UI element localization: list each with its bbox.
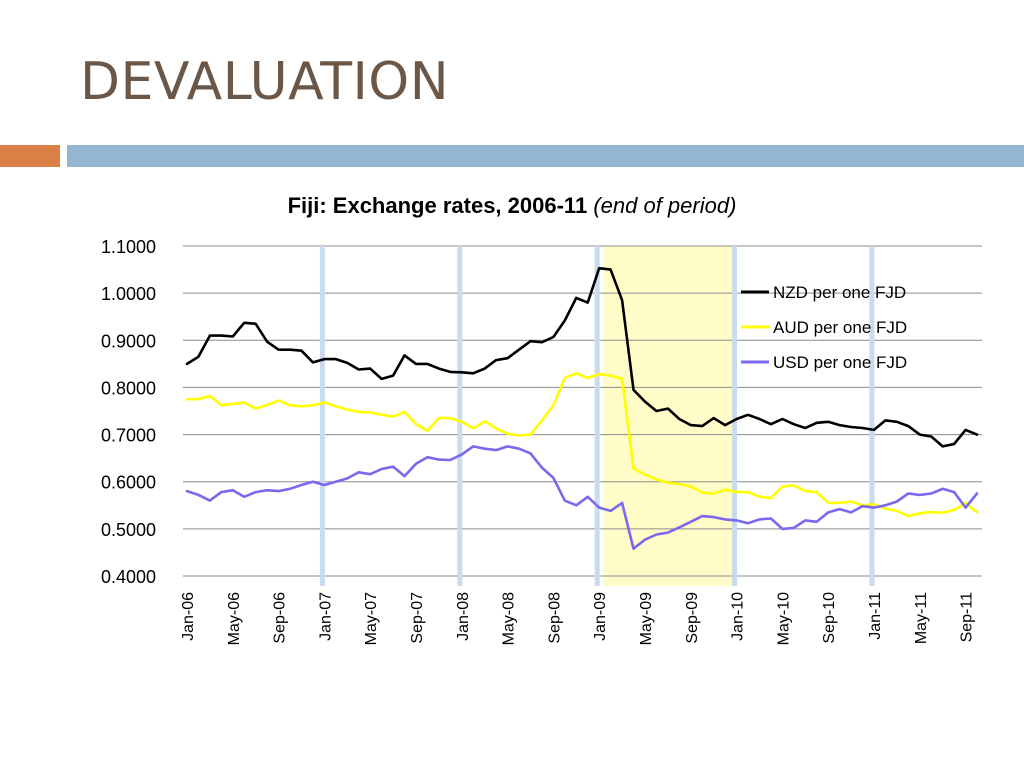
- x-tick-label: May-06: [226, 592, 243, 645]
- series-line-aud: [185, 371, 979, 518]
- series-line-nzd: [185, 266, 979, 448]
- legend-label: NZD per one FJD: [773, 283, 906, 302]
- y-tick-label: 1.0000: [101, 284, 156, 304]
- x-tick-label: May-11: [913, 592, 930, 644]
- legend-label: USD per one FJD: [773, 353, 907, 372]
- y-tick-label: 0.9000: [101, 331, 156, 351]
- x-tick-label: Sep-08: [546, 592, 563, 644]
- x-tick-label: Sep-07: [409, 592, 426, 644]
- x-tick-label: Jan-06: [180, 592, 197, 641]
- reference-line: [732, 246, 738, 586]
- x-tick-label: May-08: [501, 592, 518, 645]
- x-tick-label: Sep-11: [959, 592, 976, 643]
- chart-title-subtitle: (end of period): [593, 193, 737, 218]
- reference-line: [457, 246, 463, 586]
- x-tick-label: May-07: [363, 592, 380, 645]
- legend-label: AUD per one FJD: [773, 318, 907, 337]
- x-tick-label: May-09: [638, 592, 655, 645]
- accent-bar-orange: [0, 145, 60, 167]
- x-tick-label: Jan-07: [317, 592, 334, 641]
- y-tick-label: 0.7000: [101, 426, 156, 446]
- highlight-band: [603, 246, 737, 586]
- series-line-usd: [185, 445, 979, 551]
- x-tick-label: Sep-06: [272, 592, 289, 644]
- y-tick-label: 1.1000: [101, 237, 156, 257]
- x-tick-label: Jan-09: [592, 592, 609, 641]
- x-tick-label: Jan-08: [455, 592, 472, 641]
- reference-line: [869, 246, 875, 586]
- x-tick-label: May-10: [775, 592, 792, 645]
- x-tick-label: Sep-09: [684, 592, 701, 644]
- y-tick-label: 0.8000: [101, 378, 156, 398]
- x-tick-label: Jan-11: [867, 592, 884, 640]
- reference-line: [319, 246, 325, 586]
- reference-line: [594, 246, 600, 586]
- chart-title-main: Fiji: Exchange rates, 2006-11: [287, 193, 588, 218]
- y-tick-label: 0.5000: [101, 520, 156, 540]
- accent-bar-blue: [67, 145, 1024, 167]
- chart-title: Fiji: Exchange rates, 2006-11 (end of pe…: [0, 193, 1024, 219]
- y-tick-label: 0.6000: [101, 473, 156, 493]
- x-tick-label: Jan-10: [730, 592, 747, 641]
- y-tick-label: 0.4000: [101, 567, 156, 587]
- slide-title: DEVALUATION: [80, 52, 450, 112]
- x-tick-label: Sep-10: [821, 592, 838, 644]
